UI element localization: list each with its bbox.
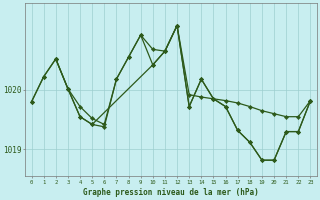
X-axis label: Graphe pression niveau de la mer (hPa): Graphe pression niveau de la mer (hPa) (83, 188, 259, 197)
